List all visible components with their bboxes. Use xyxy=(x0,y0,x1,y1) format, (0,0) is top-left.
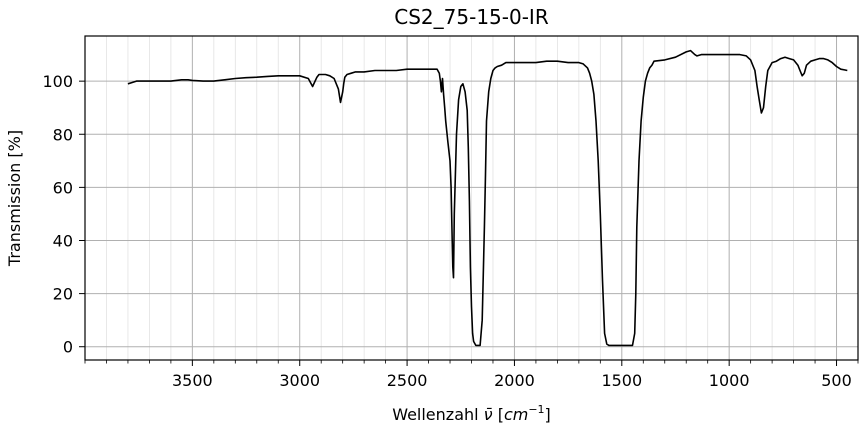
x-axis-title-symbol: ν̄ xyxy=(484,405,493,424)
y-tick-label: 20 xyxy=(53,285,73,304)
x-tick-label: 3000 xyxy=(279,371,320,390)
x-axis-title-open: [ xyxy=(493,405,504,424)
x-tick-label: 500 xyxy=(821,371,852,390)
x-tick-label: 1000 xyxy=(709,371,750,390)
y-tick-label: 40 xyxy=(53,231,73,250)
minor-grid xyxy=(84,36,859,360)
x-axis-title-unit: cm xyxy=(504,405,528,424)
y-tick-label: 0 xyxy=(63,338,73,357)
major-grid xyxy=(85,36,858,360)
x-axis-title-close: ] xyxy=(545,405,551,424)
x-axis-title-exponent: −1 xyxy=(528,403,544,416)
x-tick-label: 2500 xyxy=(387,371,428,390)
series-layer xyxy=(127,49,848,347)
x-axis-title: Wellenzahl ν̄ [cm−1] xyxy=(392,403,551,424)
x-tick-label: 1500 xyxy=(601,371,642,390)
axis-ticks xyxy=(79,80,859,366)
chart-title: CS2_75-15-0-IR xyxy=(394,5,549,29)
y-axis-title: Transmission [%] xyxy=(5,130,24,267)
x-tick-label: 3500 xyxy=(172,371,213,390)
y-tick-label: 60 xyxy=(53,178,73,197)
y-tick-label: 100 xyxy=(42,72,73,91)
tick-labels: 3500 3000 2500 2000 1500 1000 500 0 20 40 60 80 100 xyxy=(42,72,851,390)
spectrum-line xyxy=(127,49,848,347)
x-tick-label: 2000 xyxy=(494,371,535,390)
y-tick-label: 80 xyxy=(53,125,73,144)
x-axis-title-prefix: Wellenzahl xyxy=(392,405,483,424)
